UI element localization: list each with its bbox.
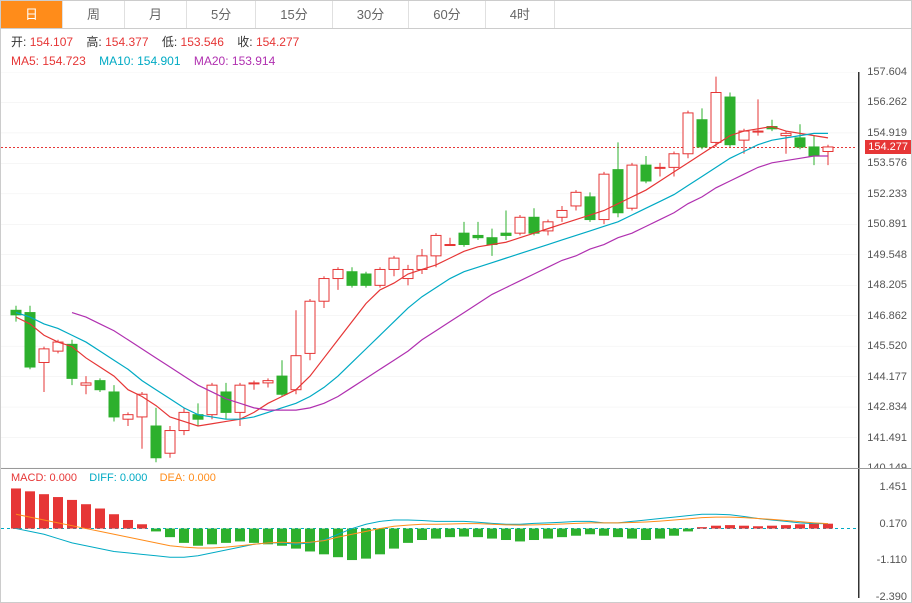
ma20-value: 153.914 xyxy=(232,54,275,68)
current-price-tag: 154.277 xyxy=(865,140,911,154)
y-tick-label: 148.205 xyxy=(867,279,907,291)
ma10-value: 154.901 xyxy=(137,54,180,68)
macd-info-bar: MACD: 0.000 DIFF: 0.000 DEA: 0.000 xyxy=(1,469,911,487)
diff-label: DIFF: xyxy=(89,472,117,484)
ma20-label: MA20: xyxy=(194,54,229,68)
y-tick-label: 141.491 xyxy=(867,432,907,444)
macd-y-tick-label: -2.390 xyxy=(876,591,907,603)
y-tick-label: 150.891 xyxy=(867,218,907,230)
low-label: 低: xyxy=(162,35,177,49)
ma5-label: MA5: xyxy=(11,54,39,68)
main-chart[interactable]: 157.604156.262154.919153.576152.233150.8… xyxy=(1,72,911,468)
timeframe-tab-4[interactable]: 15分 xyxy=(256,1,332,28)
timeframe-tabs: 日周月5分15分30分60分4时 xyxy=(1,1,911,29)
dea-label: DEA: xyxy=(160,472,186,484)
timeframe-tab-5[interactable]: 30分 xyxy=(333,1,409,28)
open-value: 154.107 xyxy=(30,35,73,49)
timeframe-tab-3[interactable]: 5分 xyxy=(187,1,256,28)
ma10-label: MA10: xyxy=(99,54,134,68)
macd-value: 0.000 xyxy=(50,472,78,484)
price-y-axis: 157.604156.262154.919153.576152.233150.8… xyxy=(859,72,911,468)
macd-y-tick-label: 0.170 xyxy=(879,518,907,530)
timeframe-tab-7[interactable]: 4时 xyxy=(486,1,555,28)
macd-y-axis: 1.4510.170-1.110-2.390 xyxy=(859,469,911,598)
dea-value: 0.000 xyxy=(188,472,216,484)
y-tick-label: 154.919 xyxy=(867,127,907,139)
close-label: 收: xyxy=(237,35,252,49)
diff-value: 0.000 xyxy=(120,472,148,484)
y-tick-label: 142.834 xyxy=(867,401,907,413)
high-value: 154.377 xyxy=(105,35,148,49)
y-tick-label: 149.548 xyxy=(867,249,907,261)
macd-panel[interactable]: MACD: 0.000 DIFF: 0.000 DEA: 0.000 1.451… xyxy=(1,468,911,598)
y-tick-label: 157.604 xyxy=(867,66,907,78)
open-label: 开: xyxy=(11,35,26,49)
macd-svg xyxy=(1,487,857,597)
timeframe-tab-2[interactable]: 月 xyxy=(125,1,187,28)
y-tick-label: 144.177 xyxy=(867,371,907,383)
ma5-value: 154.723 xyxy=(42,54,85,68)
y-tick-label: 145.520 xyxy=(867,340,907,352)
timeframe-tab-0[interactable]: 日 xyxy=(1,1,63,28)
ma-bar: MA5: 154.723 MA10: 154.901 MA20: 153.914 xyxy=(1,54,911,72)
macd-y-tick-label: -1.110 xyxy=(877,554,907,566)
timeframe-tab-1[interactable]: 周 xyxy=(63,1,125,28)
low-value: 153.546 xyxy=(181,35,224,49)
ohlc-bar: 开: 154.107 高: 154.377 低: 153.546 收: 154.… xyxy=(1,29,911,54)
y-tick-label: 156.262 xyxy=(867,96,907,108)
macd-y-tick-label: 1.451 xyxy=(879,481,907,493)
y-tick-label: 153.576 xyxy=(867,157,907,169)
y-tick-label: 146.862 xyxy=(867,310,907,322)
candlestick-svg xyxy=(1,72,857,468)
timeframe-tab-6[interactable]: 60分 xyxy=(409,1,485,28)
high-label: 高: xyxy=(86,35,101,49)
macd-label: MACD: xyxy=(11,472,46,484)
close-value: 154.277 xyxy=(256,35,299,49)
y-tick-label: 152.233 xyxy=(867,188,907,200)
